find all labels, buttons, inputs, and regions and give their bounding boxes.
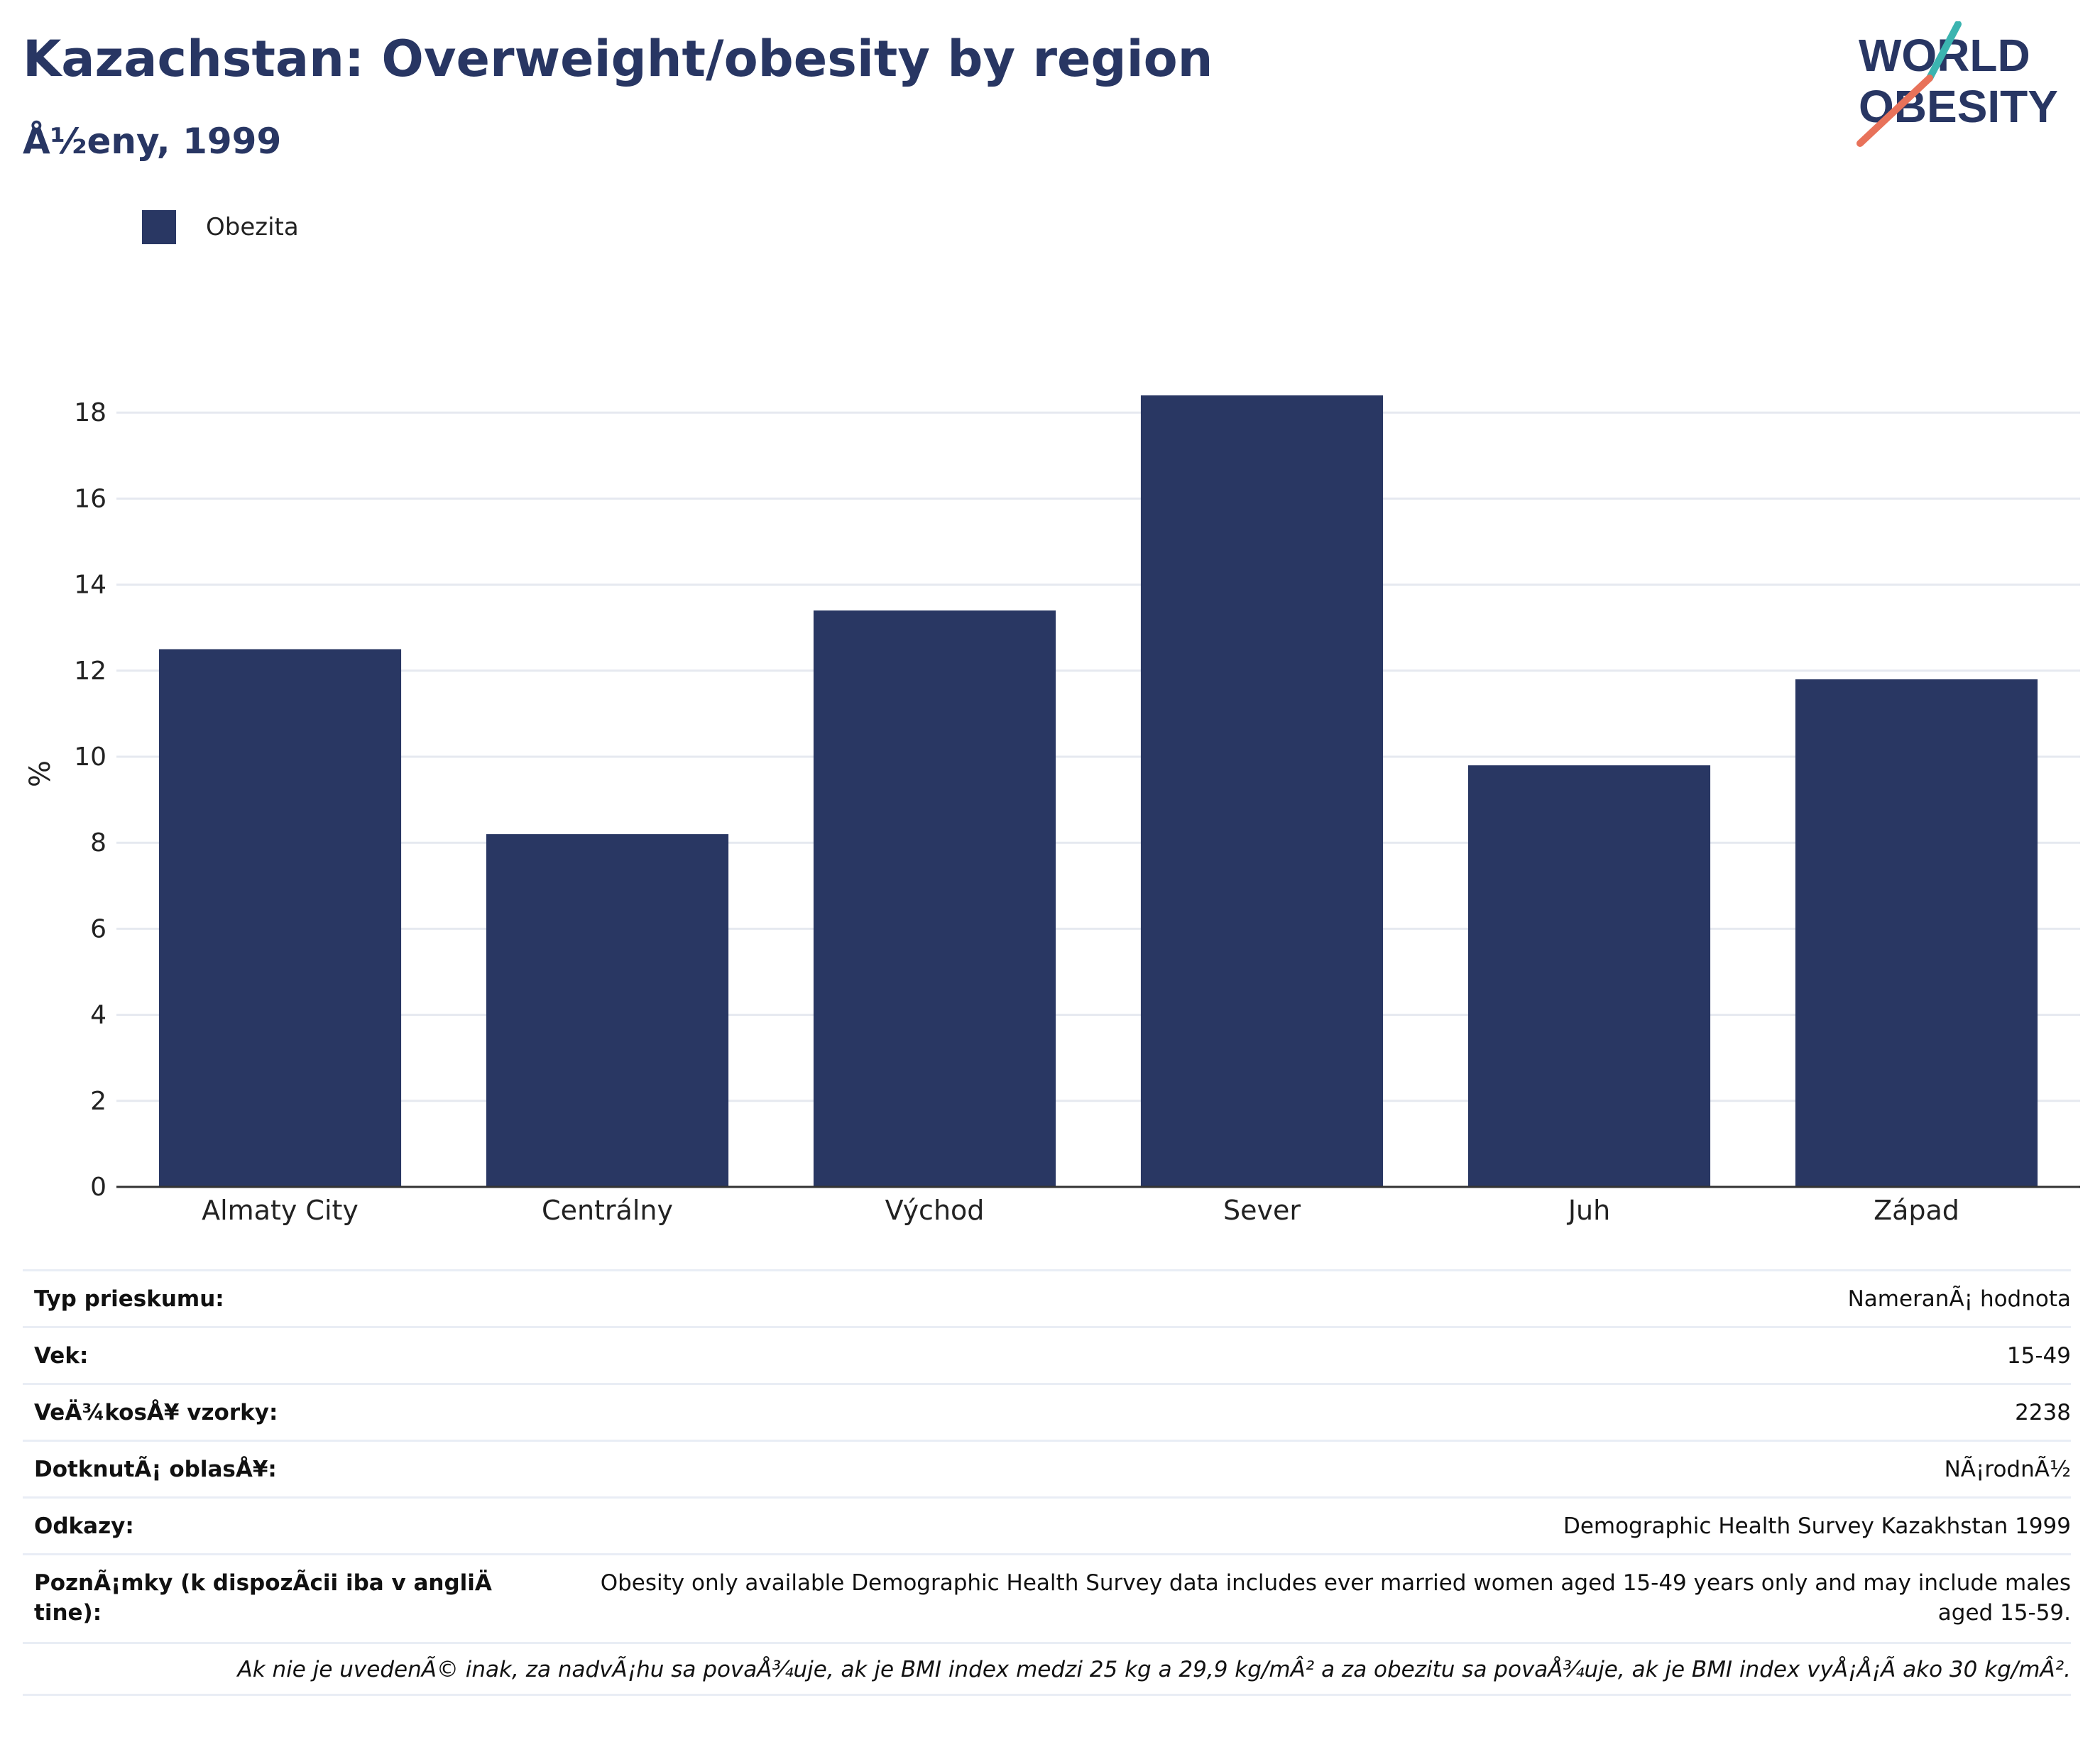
survey-info-table: Typ prieskumu: NameranÃ¡ hodnota Vek: 15… [23, 1269, 2071, 1696]
logo-slash-coral [1856, 75, 1933, 147]
bar-4 [1467, 765, 1711, 1187]
world-obesity-logo: WORLD OBESITY [1856, 21, 2058, 147]
y-tick-label: 12 [74, 657, 106, 686]
chart-title: Kazachstan: Overweight/obesity by region [23, 30, 1213, 88]
y-tick-label: 8 [90, 828, 106, 858]
info-value: NÃ¡rodnÃ½ [1944, 1456, 2071, 1482]
info-row-survey-type: Typ prieskumu: NameranÃ¡ hodnota [23, 1269, 2071, 1326]
x-tick-label: Sever [1223, 1195, 1301, 1226]
info-key: PoznÃ¡mky (k dispozÃcii iba v angliÄ tin… [34, 1570, 492, 1626]
bar-0 [158, 649, 402, 1187]
bar-2 [813, 610, 1056, 1187]
info-row-notes: PoznÃ¡mky (k dispozÃcii iba v angliÄ tin… [23, 1553, 2071, 1642]
y-tick-label: 2 [90, 1087, 106, 1116]
bar-1 [486, 834, 729, 1187]
chart-legend[interactable]: Obezita [142, 210, 299, 244]
info-row-area: DotknutÃ¡ oblasÅ¥: NÃ¡rodnÃ½ [23, 1440, 2071, 1496]
y-tick-label: 0 [90, 1173, 106, 1202]
info-key: Typ prieskumu: [34, 1286, 224, 1312]
chart-subtitle: Å½eny, 1999 [23, 121, 282, 162]
y-tick-label: 10 [74, 743, 106, 772]
y-tick-label: 16 [74, 484, 106, 513]
bar-3 [1140, 395, 1384, 1188]
y-tick-label: 6 [90, 914, 106, 943]
bmi-footnote: Ak nie je uvedenÃ© inak, za nadvÃ¡hu sa … [23, 1642, 2071, 1696]
info-value: 15-49 [2006, 1342, 2071, 1369]
legend-swatch-obezita [142, 210, 176, 244]
y-tick-label: 18 [74, 398, 106, 427]
bar-5 [1795, 679, 2038, 1187]
info-key: VeÄ¾kosÅ¥ vzorky: [34, 1399, 278, 1425]
x-tick-label: Juh [1567, 1195, 1610, 1226]
y-axis-label: % [24, 760, 57, 787]
legend-label-obezita: Obezita [206, 213, 299, 241]
logo-slash-teal [1926, 21, 1962, 82]
x-tick-label: Centrálny [542, 1195, 673, 1226]
info-value: Demographic Health Survey Kazakhstan 199… [1563, 1513, 2071, 1539]
info-row-references: Odkazy: Demographic Health Survey Kazakh… [23, 1496, 2071, 1553]
info-key: Vek: [34, 1342, 89, 1369]
info-key: DotknutÃ¡ oblasÅ¥: [34, 1456, 277, 1482]
bar-chart: 0 2 4 6 8 10 12 14 16 18% Almaty City Centrálny Vých… [24, 395, 2080, 1226]
y-tick-label: 14 [74, 571, 106, 600]
info-value: NameranÃ¡ hodnota [1847, 1286, 2071, 1312]
logo-word-obesity: OBESITY [1859, 81, 2058, 132]
info-row-sample-size: VeÄ¾kosÅ¥ vzorky: 2238 [23, 1383, 2071, 1440]
info-value: 2238 [2015, 1399, 2071, 1425]
info-value: Obesity only available Demographic Healt… [600, 1570, 2071, 1626]
info-row-age: Vek: 15-49 [23, 1326, 2071, 1383]
x-tick-label: Východ [885, 1195, 985, 1226]
y-tick-label: 4 [90, 1001, 106, 1030]
x-tick-label: Západ [1874, 1195, 1959, 1226]
info-key: Odkazy: [34, 1513, 134, 1539]
x-tick-label: Almaty City [202, 1195, 359, 1226]
